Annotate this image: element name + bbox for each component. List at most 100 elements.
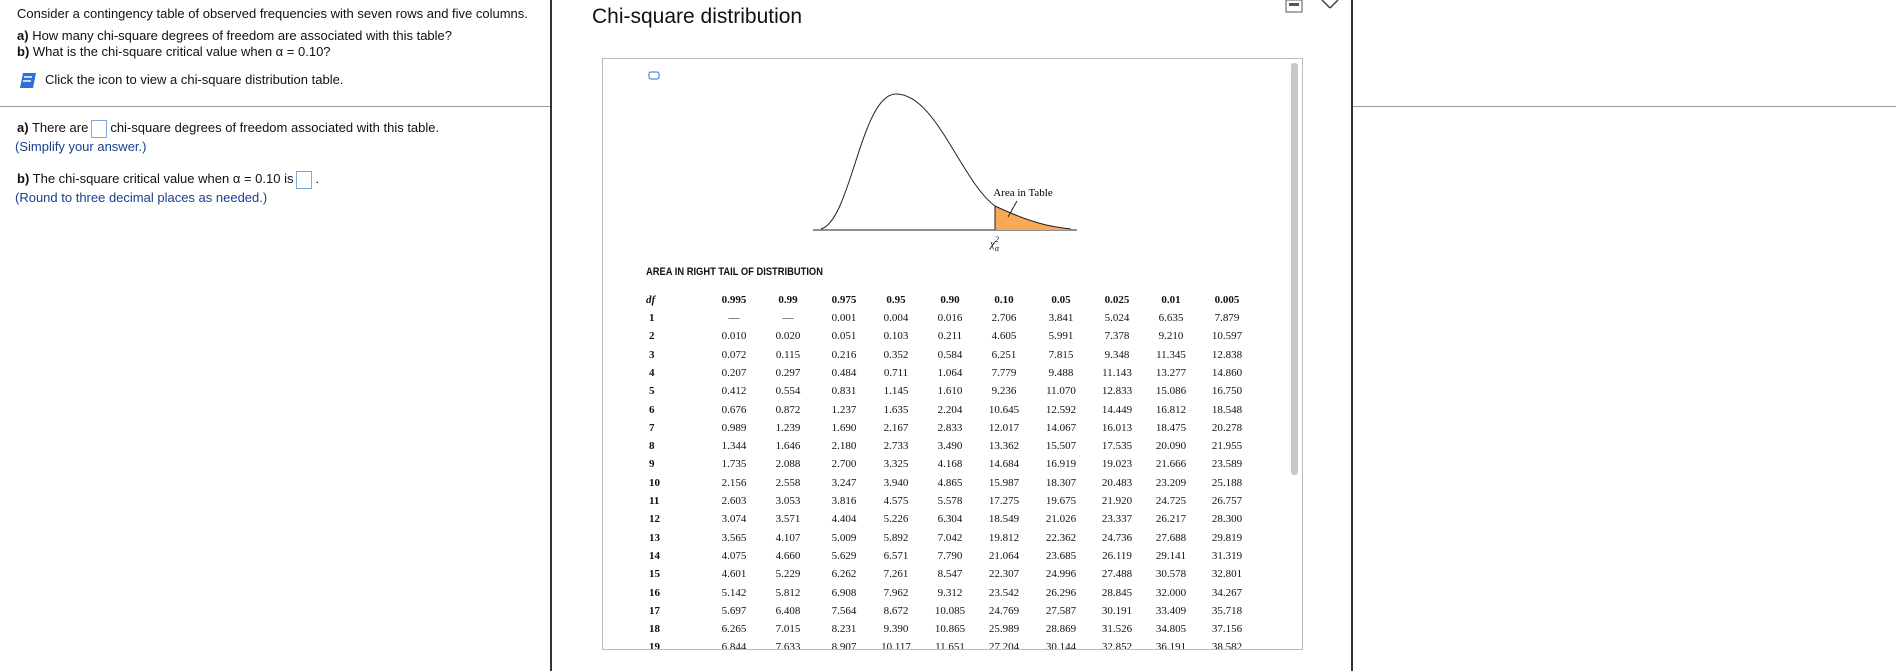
df-cell: 10 [649, 476, 660, 489]
value-cell: 13.362 [988, 440, 1020, 453]
value-cell: 9.236 [991, 385, 1017, 398]
value-cell: 27.488 [1101, 568, 1133, 581]
header-cell: 0.01 [1161, 294, 1181, 306]
header-cell: 0.10 [994, 294, 1014, 306]
value-cell: 2.700 [831, 458, 857, 471]
value-cell: 20.278 [1211, 421, 1243, 434]
value-cell: 5.142 [721, 586, 747, 599]
value-cell: 0.004 [883, 312, 909, 324]
df-cell: 14 [649, 549, 660, 562]
value-cell: 29.141 [1155, 549, 1187, 562]
label: b) [17, 171, 30, 186]
value-cell: 0.010 [721, 330, 747, 343]
value-cell: 7.962 [883, 586, 909, 599]
figure-symbol: χ2 α [989, 235, 1000, 253]
value-cell: 3.053 [775, 495, 801, 507]
value-cell: 2.558 [775, 476, 801, 489]
value-cell: 34.267 [1211, 586, 1243, 599]
df-cell: 8 [649, 440, 655, 453]
value-cell: 30.191 [1101, 604, 1133, 617]
value-cell: 3.571 [775, 513, 801, 526]
value-cell: 0.989 [721, 421, 747, 434]
value-cell: 9.210 [1158, 330, 1184, 343]
label: a) [17, 28, 29, 43]
value-cell: 6.635 [1158, 312, 1184, 324]
popup-border [1351, 0, 1353, 671]
icon-hint[interactable]: Click the icon to view a chi-square dist… [45, 72, 344, 87]
df-cell: 5 [649, 385, 655, 398]
value-cell: 6.408 [775, 604, 801, 617]
figure-label: Area in Table [993, 187, 1053, 199]
table-icon[interactable] [18, 71, 38, 91]
value-cell: 0.051 [831, 330, 857, 343]
value-cell: 0.584 [937, 348, 963, 361]
text: The chi-square critical value when α = 0… [32, 171, 294, 186]
curve [820, 93, 1072, 230]
value-cell: 21.064 [988, 549, 1020, 562]
value-cell: 6.844 [721, 641, 747, 650]
value-cell: 4.660 [775, 549, 801, 562]
value-cell: 4.575 [883, 495, 909, 507]
value-cell: 4.168 [937, 458, 963, 471]
value-cell: 5.629 [831, 549, 857, 562]
value-cell: 3.565 [721, 531, 747, 544]
value-cell: 27.688 [1155, 531, 1187, 544]
value-cell: 11.143 [1102, 366, 1132, 379]
header-cell: df [646, 294, 656, 306]
value-cell: 21.026 [1045, 513, 1077, 526]
table-frame: Area in Table χ2 α AREA IN RIGHT TAIL OF … [602, 58, 1303, 650]
value-cell: 8.231 [831, 623, 857, 636]
value-cell: 2.833 [937, 421, 963, 434]
value-cell: 7.779 [991, 366, 1017, 379]
value-cell: 6.262 [831, 568, 857, 581]
value-cell: 3.841 [1048, 312, 1074, 324]
value-cell: 6.265 [721, 623, 747, 636]
value-cell: 2.167 [883, 421, 909, 434]
value-cell: 5.578 [937, 495, 963, 507]
value-cell: 21.920 [1101, 495, 1133, 507]
text: . [315, 171, 320, 186]
value-cell: 0.115 [775, 348, 801, 361]
value-cell: 0.352 [883, 348, 909, 361]
value-cell: 6.251 [991, 348, 1017, 361]
scrollbar[interactable] [1291, 63, 1298, 475]
popup-title: Chi-square distribution [592, 5, 803, 28]
copy-icon[interactable] [648, 71, 660, 80]
df-cell: 11 [649, 495, 660, 507]
value-cell: 0.872 [775, 403, 801, 416]
value-cell: 38.582 [1211, 641, 1243, 650]
input-a[interactable] [91, 119, 108, 138]
value-cell: 16.013 [1101, 421, 1133, 434]
df-cell: 4 [649, 366, 655, 379]
close[interactable] [1321, 0, 1339, 9]
value-cell: 3.490 [937, 440, 963, 453]
value-cell: 11.345 [1156, 348, 1186, 361]
header-cell: 0.99 [778, 294, 798, 306]
input-b[interactable] [296, 170, 313, 189]
value-cell: 3.940 [883, 476, 909, 489]
value-cell: 23.589 [1211, 458, 1243, 471]
value-cell: 2.204 [937, 403, 963, 416]
value-cell: 32.000 [1155, 586, 1187, 599]
value-cell: 7.633 [775, 641, 801, 650]
df-cell: 2 [649, 330, 655, 343]
value-cell: 28.845 [1101, 586, 1133, 599]
value-cell: 6.908 [831, 586, 857, 599]
value-cell: 25.188 [1211, 476, 1243, 489]
value-cell: 33.409 [1155, 604, 1187, 617]
value-cell: 13.277 [1155, 366, 1187, 379]
value-cell: 28.300 [1211, 513, 1243, 526]
value-cell: 7.378 [1104, 330, 1130, 343]
value-cell: 11.651 [935, 641, 965, 650]
value-cell: 6.571 [883, 549, 909, 562]
hint-b: (Round to three decimal places as needed… [15, 190, 268, 205]
value-cell: 4.075 [721, 549, 747, 562]
shaded-area [995, 206, 1071, 230]
value-cell: 16.750 [1211, 385, 1243, 398]
value-cell: 20.483 [1101, 476, 1133, 489]
value-cell: 19.675 [1045, 495, 1077, 507]
value-cell: 4.601 [721, 568, 747, 581]
value-cell: 3.325 [883, 458, 909, 471]
df-cell: 7 [649, 421, 655, 434]
minimize[interactable] [1285, 0, 1303, 13]
